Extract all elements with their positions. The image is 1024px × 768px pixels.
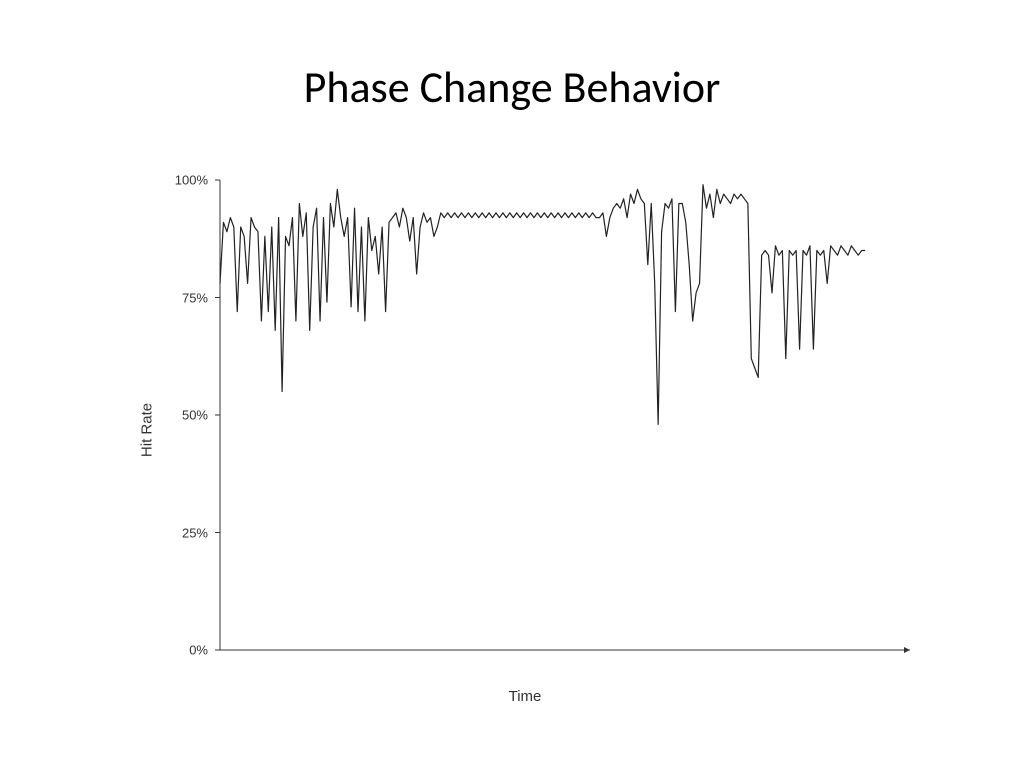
y-axis-label: Hit Rate [139, 403, 156, 457]
ytick-label: 50% [182, 408, 208, 423]
slide-title: Phase Change Behavior [0, 60, 1024, 114]
hit-rate-chart: Hit Rate Time 0%25%50%75%100% [130, 160, 920, 700]
ytick-label: 100% [175, 173, 208, 188]
ytick-label: 0% [189, 643, 208, 658]
ytick-label: 75% [182, 290, 208, 305]
x-axis-label: Time [509, 688, 542, 705]
ytick-label: 25% [182, 525, 208, 540]
chart-svg [130, 160, 920, 700]
